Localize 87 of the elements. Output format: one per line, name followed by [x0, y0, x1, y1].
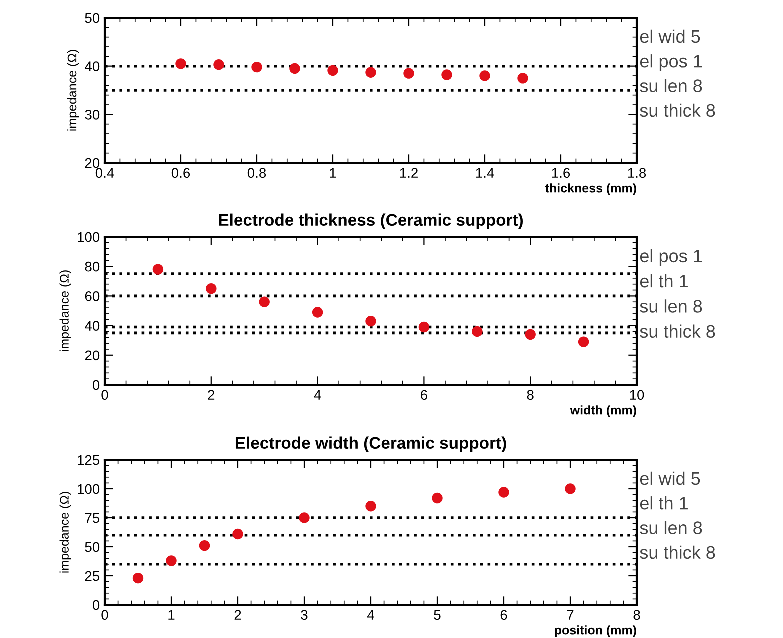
- point: [152, 264, 164, 275]
- point: [206, 283, 217, 294]
- x-tick-label: 0: [102, 390, 108, 400]
- y-tick-label: 0: [92, 380, 100, 390]
- text: su thick 8: [640, 324, 716, 338]
- text: su thick 8: [640, 104, 716, 118]
- y-tick-label: 20: [85, 350, 100, 361]
- point: [480, 70, 490, 82]
- point: [199, 540, 210, 552]
- x-tick-label: 1.4: [476, 168, 494, 178]
- x-axis-title: position (mm): [555, 626, 636, 638]
- x-tick-label: 0.8: [248, 168, 266, 178]
- y-tick-label: 100: [78, 484, 100, 494]
- x-axis-title: thickness (mm): [545, 184, 636, 196]
- point: [418, 322, 430, 333]
- x-tick-label: 8: [634, 610, 640, 620]
- x-tick-label: 0.6: [172, 168, 190, 178]
- x-tick-label: 3: [301, 610, 308, 620]
- point: [525, 329, 536, 340]
- chart-title: Electrode thickness (Ceramic support): [219, 214, 523, 230]
- point: [166, 556, 177, 566]
- y-tick-label: 80: [85, 262, 100, 272]
- point: [290, 63, 300, 74]
- point: [252, 62, 262, 73]
- point: [312, 307, 324, 318]
- text: el pos 1: [640, 54, 702, 72]
- y-tick-label: 125: [78, 455, 100, 466]
- point: [366, 67, 376, 78]
- point: [472, 326, 483, 338]
- point: [259, 296, 270, 308]
- y-tick-label: 30: [85, 110, 100, 120]
- x-tick-label: 2: [234, 610, 242, 620]
- x-tick-label: 8: [527, 390, 534, 400]
- point: [214, 60, 224, 70]
- point: [404, 68, 414, 79]
- x-tick-label: 2: [208, 390, 215, 400]
- point: [132, 572, 144, 584]
- y-tick-label: 0: [92, 600, 100, 610]
- x-tick-label: 0: [102, 610, 108, 620]
- x-tick-label: 1.8: [628, 168, 646, 178]
- y-tick-label: 75: [85, 513, 100, 524]
- point: [442, 70, 452, 80]
- x-tick-label: 5: [434, 610, 441, 620]
- x-tick-label: 1: [168, 610, 175, 620]
- x-tick-label: 0.4: [96, 168, 114, 178]
- point: [176, 58, 186, 70]
- text: su len 8: [640, 79, 702, 92]
- x-tick-label: 1: [330, 168, 336, 178]
- y-tick-label: 40: [85, 62, 100, 72]
- y-tick-label: 50: [85, 13, 100, 24]
- y-axis-title: impedance (Ω): [60, 492, 72, 573]
- x-axis-title: width (mm): [570, 406, 636, 418]
- chart-title: Electrode width (Ceramic support): [236, 436, 506, 452]
- y-axis-title: impedance (Ω): [60, 270, 72, 352]
- x-tick-label: 10: [630, 390, 644, 400]
- point: [328, 65, 338, 76]
- y-tick-label: 50: [85, 542, 100, 552]
- x-tick-label: 7: [567, 610, 574, 620]
- x-tick-label: 4: [314, 390, 322, 400]
- text: el pos 1: [640, 249, 702, 266]
- y-tick-label: 40: [85, 321, 100, 331]
- y-tick-label: 20: [85, 158, 100, 168]
- point: [432, 492, 443, 504]
- point: [299, 512, 310, 524]
- text: el th 1: [640, 274, 688, 288]
- text: su len 8: [640, 300, 702, 313]
- point: [232, 528, 244, 540]
- y-tick-label: 60: [85, 292, 100, 302]
- y-tick-label: 100: [78, 232, 100, 242]
- y-axis-title: impedance (Ω): [67, 50, 80, 131]
- y-tick-label: 25: [85, 571, 100, 582]
- x-tick-label: 4: [367, 610, 374, 620]
- point: [578, 336, 590, 348]
- x-tick-label: 6: [500, 610, 508, 620]
- text: el th 1: [640, 496, 688, 510]
- point: [366, 316, 376, 327]
- x-tick-label: 1.6: [552, 168, 570, 178]
- text: su len 8: [640, 521, 702, 534]
- point: [518, 73, 528, 84]
- text: su thick 8: [640, 546, 716, 560]
- x-tick-label: 1.2: [400, 168, 418, 178]
- text: el wid 5: [640, 472, 700, 486]
- point: [366, 501, 376, 512]
- text: el wid 5: [640, 30, 700, 44]
- point: [498, 487, 510, 498]
- point: [565, 484, 576, 494]
- x-tick-label: 6: [421, 390, 428, 400]
